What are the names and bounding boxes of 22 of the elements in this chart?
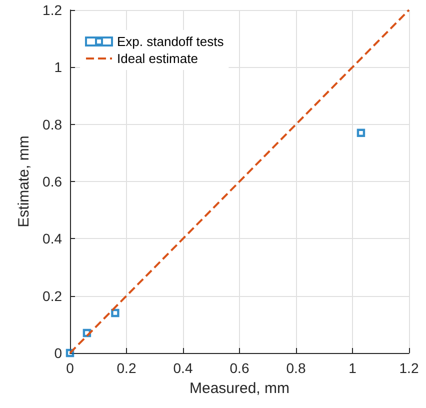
y-tick-label: 1: [54, 59, 62, 76]
x-tick-label: 0: [66, 360, 74, 376]
point: [111, 308, 120, 318]
point: [356, 128, 366, 138]
y-tick-label: 0.2: [42, 288, 62, 304]
y-tick-label: 1.2: [42, 2, 62, 18]
x-tick-label: 0.8: [286, 360, 306, 376]
x-tick-label: 0.4: [173, 360, 193, 376]
legend-label: Exp. standoff tests: [117, 34, 224, 49]
x-tick-label: 1: [348, 360, 357, 376]
y-tick-label: 0: [54, 345, 62, 361]
y-tick-label: 0.6: [42, 174, 62, 190]
point: [82, 328, 92, 338]
x-tick-label: 0.6: [230, 360, 250, 376]
point: [66, 348, 74, 358]
legend-label: Ideal estimate: [117, 51, 198, 66]
y-axis-title: Estimate, mm: [16, 136, 33, 228]
x-axis-title: Measured, mm: [189, 380, 290, 397]
x-tick-label: 0.2: [116, 360, 136, 376]
y-tick-label: 0.4: [42, 230, 62, 247]
x-tick-label: 1.2: [399, 360, 419, 376]
y-tick-label: 0.8: [42, 116, 62, 132]
